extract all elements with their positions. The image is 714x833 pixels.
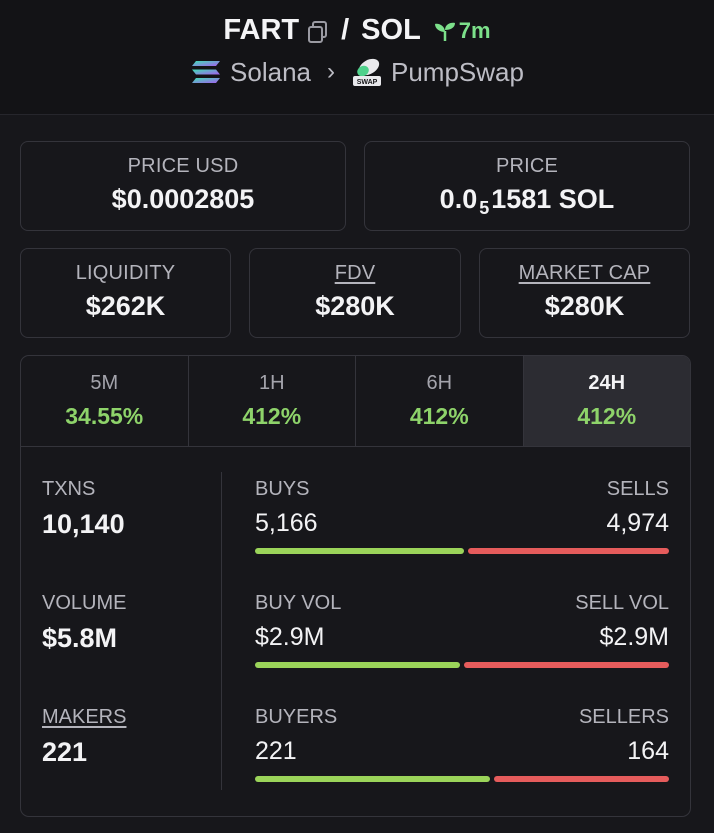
sell-vol-value: $2.9M: [599, 623, 669, 651]
tab-1h-label: 1H: [258, 372, 285, 394]
sells-label: SELLS: [606, 478, 669, 500]
market-cap-value: $280K: [544, 291, 625, 321]
tab-5m-change: 34.55%: [65, 403, 144, 429]
fdv-label[interactable]: FDV: [334, 262, 376, 284]
tab-5m[interactable]: 5M 34.55%: [21, 356, 189, 446]
liquidity-value: $262K: [85, 291, 166, 321]
volume-metric: VOLUME $5.8M: [42, 592, 126, 654]
base-token: FART: [223, 14, 300, 46]
buyers-sellers-bar: [255, 776, 669, 782]
pair-header: FART / SOL 7m: [0, 0, 714, 115]
liquidity-label: LIQUIDITY: [75, 262, 176, 284]
makers-label[interactable]: MAKERS: [42, 706, 127, 728]
stats-panel: 5M 34.55% 1H 412% 6H 412% 24H 412% TXNS …: [20, 355, 691, 817]
chain-link[interactable]: Solana: [230, 56, 311, 87]
pair-title: FART / SOL 7m: [0, 14, 714, 47]
makers-metric: MAKERS 221: [42, 706, 126, 768]
market-cap-card[interactable]: MARKET CAP $280K: [479, 248, 690, 338]
pumpswap-logo-icon: SWAP: [353, 58, 381, 86]
age-text: 7m: [458, 17, 491, 43]
fdv-value: $280K: [315, 291, 395, 321]
buyers-label: BUYERS: [255, 706, 338, 728]
txns-metric: TXNS 10,140: [42, 478, 125, 540]
sell-vol-label: SELL VOL: [575, 592, 669, 614]
tab-24h-label: 24H: [588, 372, 626, 394]
txns-label: TXNS: [42, 478, 96, 500]
buys-label: BUYS: [255, 478, 310, 500]
fdv-card[interactable]: FDV $280K: [249, 248, 461, 338]
volume-label: VOLUME: [42, 592, 127, 614]
liquidity-card: LIQUIDITY $262K: [20, 248, 231, 338]
tab-24h-change: 412%: [577, 403, 637, 429]
sellers-bar-fill: [494, 776, 669, 782]
sells-value: 4,974: [606, 509, 669, 537]
makers-value: 221: [42, 737, 88, 767]
pair-age: 7m: [433, 18, 491, 44]
price-native-suffix: 1581 SOL: [491, 184, 615, 214]
buys-sells-bar: [255, 548, 669, 554]
tab-1h[interactable]: 1H 412%: [189, 356, 356, 446]
txns-value: 10,140: [42, 509, 125, 539]
buyers-value: 221: [255, 737, 297, 765]
sellers-label: SELLERS: [578, 706, 669, 728]
volume-split-row: BUY VOL SELL VOL $2.9M $2.9M: [255, 592, 669, 668]
quote-token: SOL: [361, 14, 421, 46]
buy-vol-label: BUY VOL: [255, 592, 342, 614]
price-native-card: PRICE 0.0 51581 SOL: [364, 141, 690, 231]
chevron-right-icon: ›: [327, 58, 335, 85]
timeframe-tabs: 5M 34.55% 1H 412% 6H 412% 24H 412%: [21, 356, 690, 447]
sprout-icon: [434, 22, 455, 41]
tab-24h[interactable]: 24H 412%: [523, 356, 690, 446]
price-usd-card: PRICE USD $0.0002805: [20, 141, 346, 231]
price-usd-value: $0.0002805: [111, 184, 255, 214]
column-divider: [221, 472, 222, 790]
buyers-sellers-row: BUYERS SELLERS 221 164: [255, 706, 669, 782]
price-native-label: PRICE: [495, 155, 559, 177]
solana-logo-icon: [192, 61, 221, 83]
dex-link[interactable]: PumpSwap: [391, 56, 524, 87]
buyers-bar-fill: [255, 776, 490, 782]
price-native-prefix: 0.0: [439, 184, 478, 214]
sell-vol-bar-fill: [464, 662, 669, 668]
breadcrumb: Solana › SWAP PumpSwap: [0, 56, 714, 88]
volume-value: $5.8M: [42, 623, 118, 653]
buys-value: 5,166: [255, 509, 318, 537]
price-native-zero-count: 5: [479, 198, 490, 218]
buy-vol-bar-fill: [255, 662, 460, 668]
tab-6h[interactable]: 6H 412%: [356, 356, 524, 446]
buys-sells-row: BUYS SELLS 5,166 4,974: [255, 478, 669, 554]
tab-6h-change: 412%: [409, 403, 469, 429]
buy-vol-value: $2.9M: [255, 623, 325, 651]
tab-1h-change: 412%: [242, 403, 302, 429]
tab-5m-label: 5M: [90, 372, 119, 394]
sellers-value: 164: [627, 737, 669, 765]
tab-6h-label: 6H: [426, 372, 453, 394]
market-cap-label[interactable]: MARKET CAP: [518, 262, 651, 284]
price-usd-label: PRICE USD: [127, 155, 239, 177]
sells-bar-fill: [468, 548, 669, 554]
pair-separator: /: [341, 14, 350, 46]
swap-badge-text: SWAP: [357, 79, 378, 86]
buys-bar-fill: [255, 548, 464, 554]
price-native-value: 0.0 51581 SOL: [365, 184, 689, 219]
copy-icon[interactable]: [307, 19, 329, 43]
volume-split-bar: [255, 662, 669, 668]
